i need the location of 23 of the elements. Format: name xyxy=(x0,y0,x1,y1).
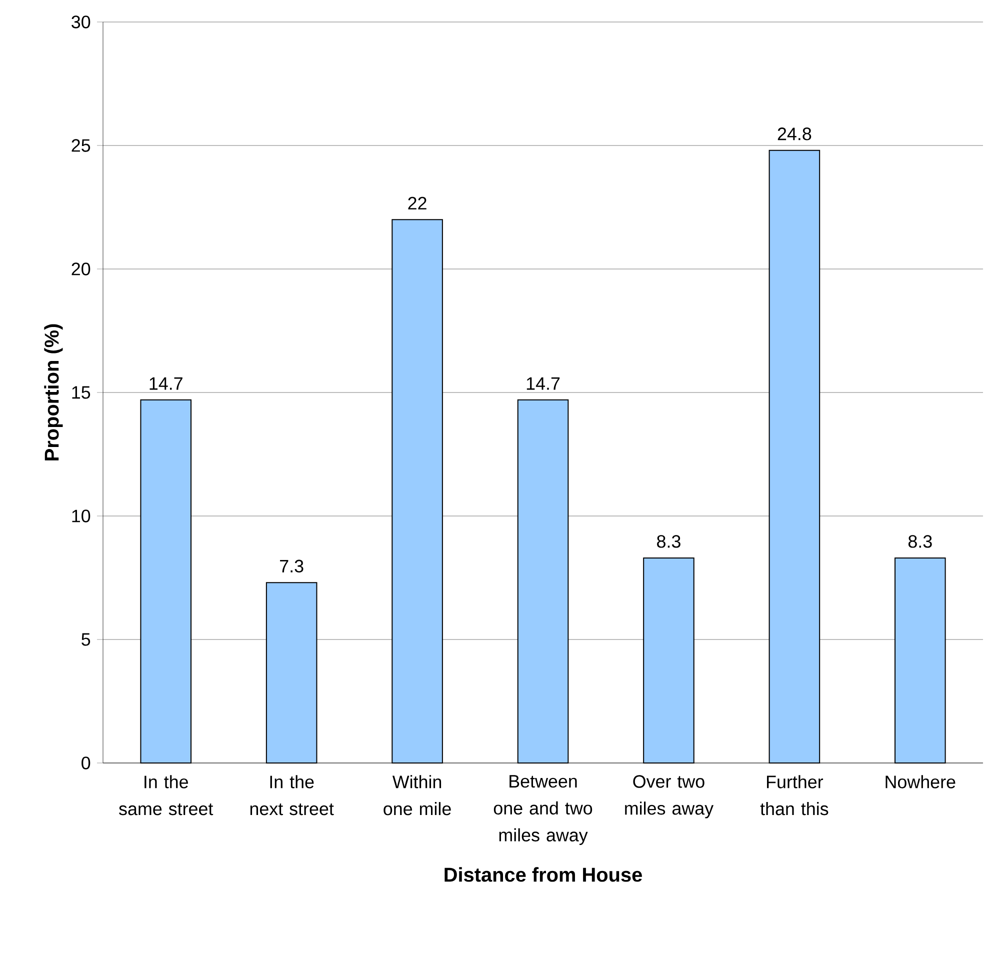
data-label: 7.3 xyxy=(280,560,304,572)
y-tick-label: 0 xyxy=(82,756,90,770)
x-tick-label: Nowhere xyxy=(886,775,956,788)
x-tick-label: Within one mile xyxy=(384,775,451,816)
data-label: 22 xyxy=(408,196,426,210)
x-tick-label: Between one and two miles away xyxy=(494,775,592,846)
data-label: 24.8 xyxy=(778,128,812,140)
y-tick-label: 5 xyxy=(82,633,90,646)
x-tick-label: Further than this xyxy=(760,775,828,816)
data-label: 8.3 xyxy=(908,535,932,548)
y-tick-label: 25 xyxy=(72,139,90,152)
data-label: 14.7 xyxy=(150,377,182,390)
data-label: 14.7 xyxy=(526,377,560,390)
y-tick-label: 10 xyxy=(72,510,90,522)
y-tick-label: 15 xyxy=(72,386,90,399)
x-tick-label: In the next street xyxy=(250,775,334,816)
y-axis-title: Proportion (%) xyxy=(44,324,63,460)
x-tick-label: In the same street xyxy=(119,775,214,816)
x-tick-label: Over two miles away xyxy=(625,775,714,818)
y-tick-label: 20 xyxy=(72,262,90,276)
y-tick-label: 30 xyxy=(72,16,90,28)
data-label: 8.3 xyxy=(657,535,680,548)
x-axis-title: Distance from House xyxy=(444,867,642,882)
